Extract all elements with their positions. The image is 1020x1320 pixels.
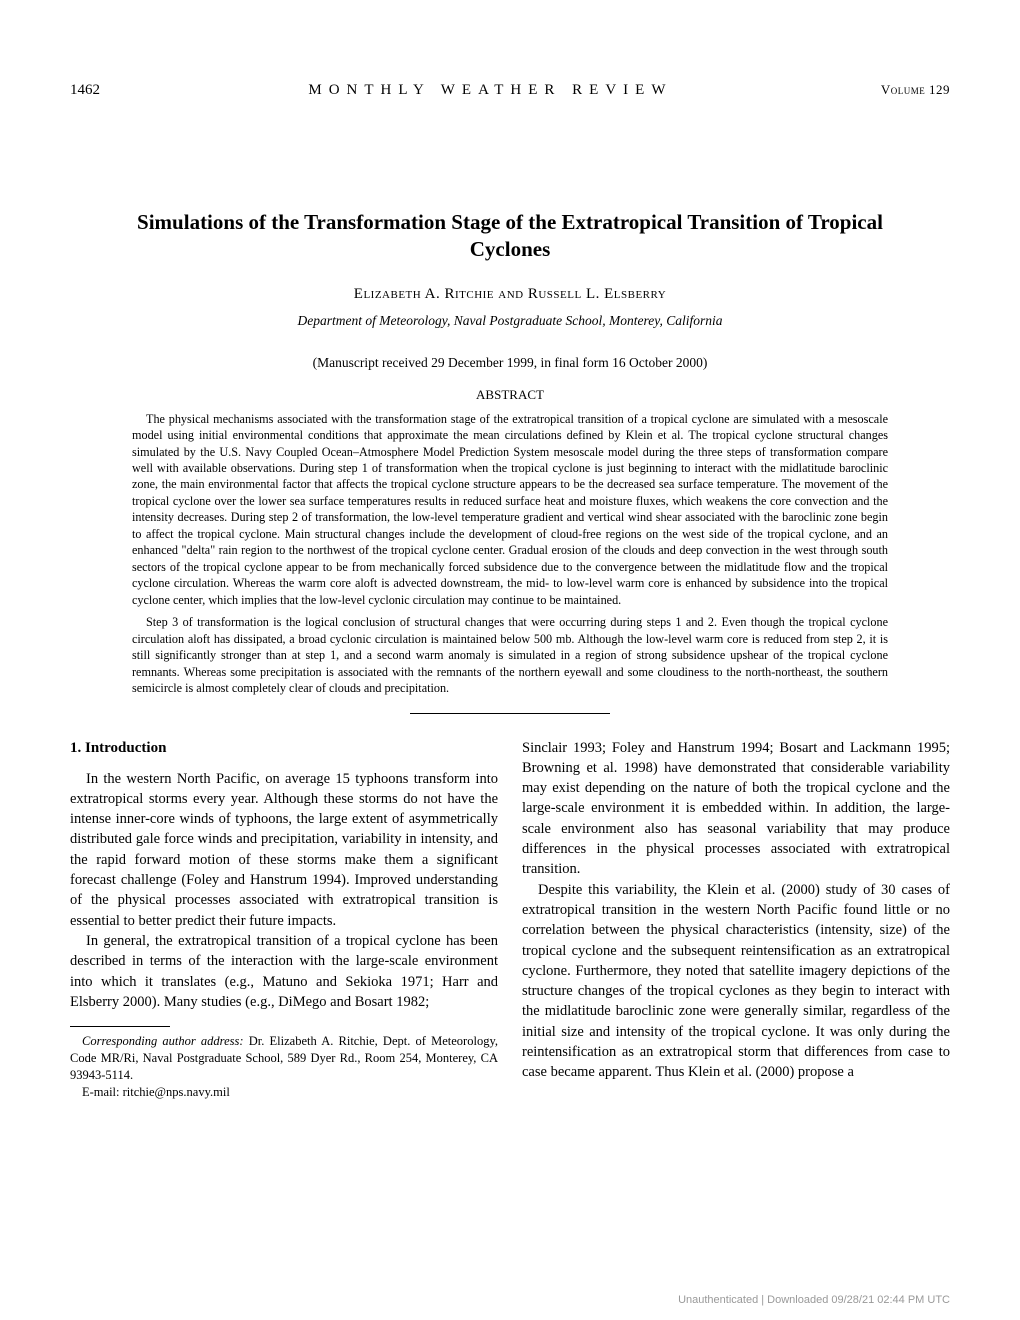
affiliation: Department of Meteorology, Naval Postgra…	[70, 313, 950, 329]
page-header: 1462 MONTHLY WEATHER REVIEW Volume 129	[70, 82, 950, 99]
download-watermark: Unauthenticated | Downloaded 09/28/21 02…	[678, 1294, 950, 1306]
body-paragraph: In general, the extratropical transition…	[70, 931, 498, 1012]
two-column-body: 1. Introduction In the western North Pac…	[70, 738, 950, 1102]
authors: Elizabeth A. Ritchie and Russell L. Elsb…	[70, 286, 950, 303]
abstract-paragraph-1: The physical mechanisms associated with …	[132, 411, 888, 609]
left-column: 1. Introduction In the western North Pac…	[70, 738, 498, 1102]
right-column: Sinclair 1993; Foley and Hanstrum 1994; …	[522, 738, 950, 1102]
article-title: Simulations of the Transformation Stage …	[130, 209, 890, 264]
footnote-label: Corresponding author address:	[82, 1034, 244, 1048]
volume-label: Volume 129	[881, 82, 950, 98]
page-number: 1462	[70, 82, 100, 99]
footnote-email: E-mail: ritchie@nps.navy.mil	[70, 1084, 498, 1102]
manuscript-dates: (Manuscript received 29 December 1999, i…	[70, 355, 950, 371]
body-paragraph: In the western North Pacific, on average…	[70, 769, 498, 931]
body-paragraph: Despite this variability, the Klein et a…	[522, 880, 950, 1083]
section-1-header: 1. Introduction	[70, 738, 498, 759]
abstract-paragraph-2: Step 3 of transformation is the logical …	[132, 614, 888, 696]
body-paragraph: Sinclair 1993; Foley and Hanstrum 1994; …	[522, 738, 950, 880]
journal-name: MONTHLY WEATHER REVIEW	[100, 82, 881, 99]
corresponding-author-footnote: Corresponding author address: Dr. Elizab…	[70, 1033, 498, 1084]
section-divider	[410, 713, 610, 714]
footnote-divider	[70, 1026, 170, 1027]
abstract-label: ABSTRACT	[70, 387, 950, 403]
